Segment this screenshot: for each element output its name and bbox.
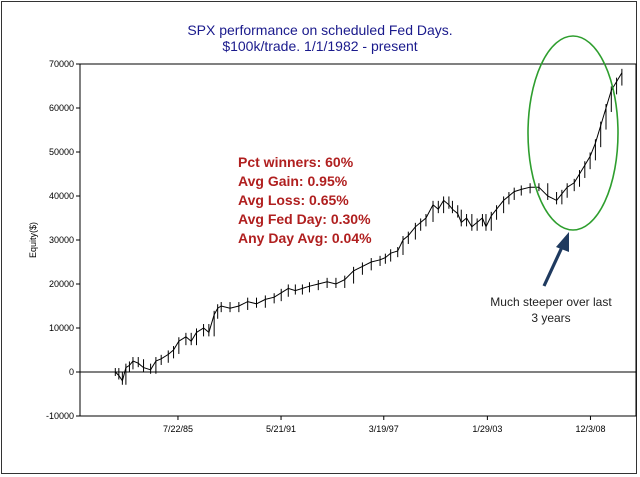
x-tick-label: 5/21/91 — [266, 424, 296, 434]
stats-annotation: Pct winners: 60% Avg Gain: 0.95% Avg Los… — [238, 154, 372, 246]
y-tick-label: 50000 — [49, 147, 74, 157]
x-tick-label: 1/29/03 — [472, 424, 502, 434]
arrow-shaft — [542, 244, 565, 287]
callout-line-1: Much steeper over last — [490, 295, 612, 309]
chart-title-line-1: SPX performance on scheduled Fed Days. — [187, 22, 452, 38]
stat-avg-fed-day: Avg Fed Day: 0.30% — [238, 211, 371, 227]
stat-pct-winners: Pct winners: 60% — [238, 154, 354, 170]
y-tick-label: 0 — [69, 367, 74, 377]
y-tick-label: 40000 — [49, 191, 74, 201]
y-tick-label: 30000 — [49, 235, 74, 245]
y-tick-label: 70000 — [49, 59, 74, 69]
y-axis-title: Equity($) — [28, 222, 38, 258]
x-tick-label: 3/19/97 — [369, 424, 399, 434]
chart-title-line-2: $100k/trade. 1/1/1982 - present — [222, 38, 417, 54]
stat-avg-gain: Avg Gain: 0.95% — [238, 173, 348, 189]
stat-avg-loss: Avg Loss: 0.65% — [238, 192, 349, 208]
y-tick-label: 20000 — [49, 279, 74, 289]
equity-series — [114, 68, 623, 385]
callout-line-2: 3 years — [531, 311, 570, 325]
x-tick-label: 12/3/08 — [575, 424, 605, 434]
y-tick-label: 10000 — [49, 323, 74, 333]
x-axis-ticks: 7/22/85 5/21/91 3/19/97 1/29/03 12/3/08 — [163, 416, 605, 434]
callout-arrow — [542, 232, 569, 287]
y-tick-label: -10000 — [46, 411, 74, 421]
stat-any-day-avg: Any Day Avg: 0.04% — [238, 230, 372, 246]
highlight-ellipse — [527, 35, 619, 231]
y-tick-label: 60000 — [49, 103, 74, 113]
x-tick-label: 7/22/85 — [163, 424, 193, 434]
arrow-head — [556, 232, 569, 252]
y-axis-ticks: -10000 0 10000 20000 30000 40000 50000 60000 700… — [46, 59, 80, 421]
